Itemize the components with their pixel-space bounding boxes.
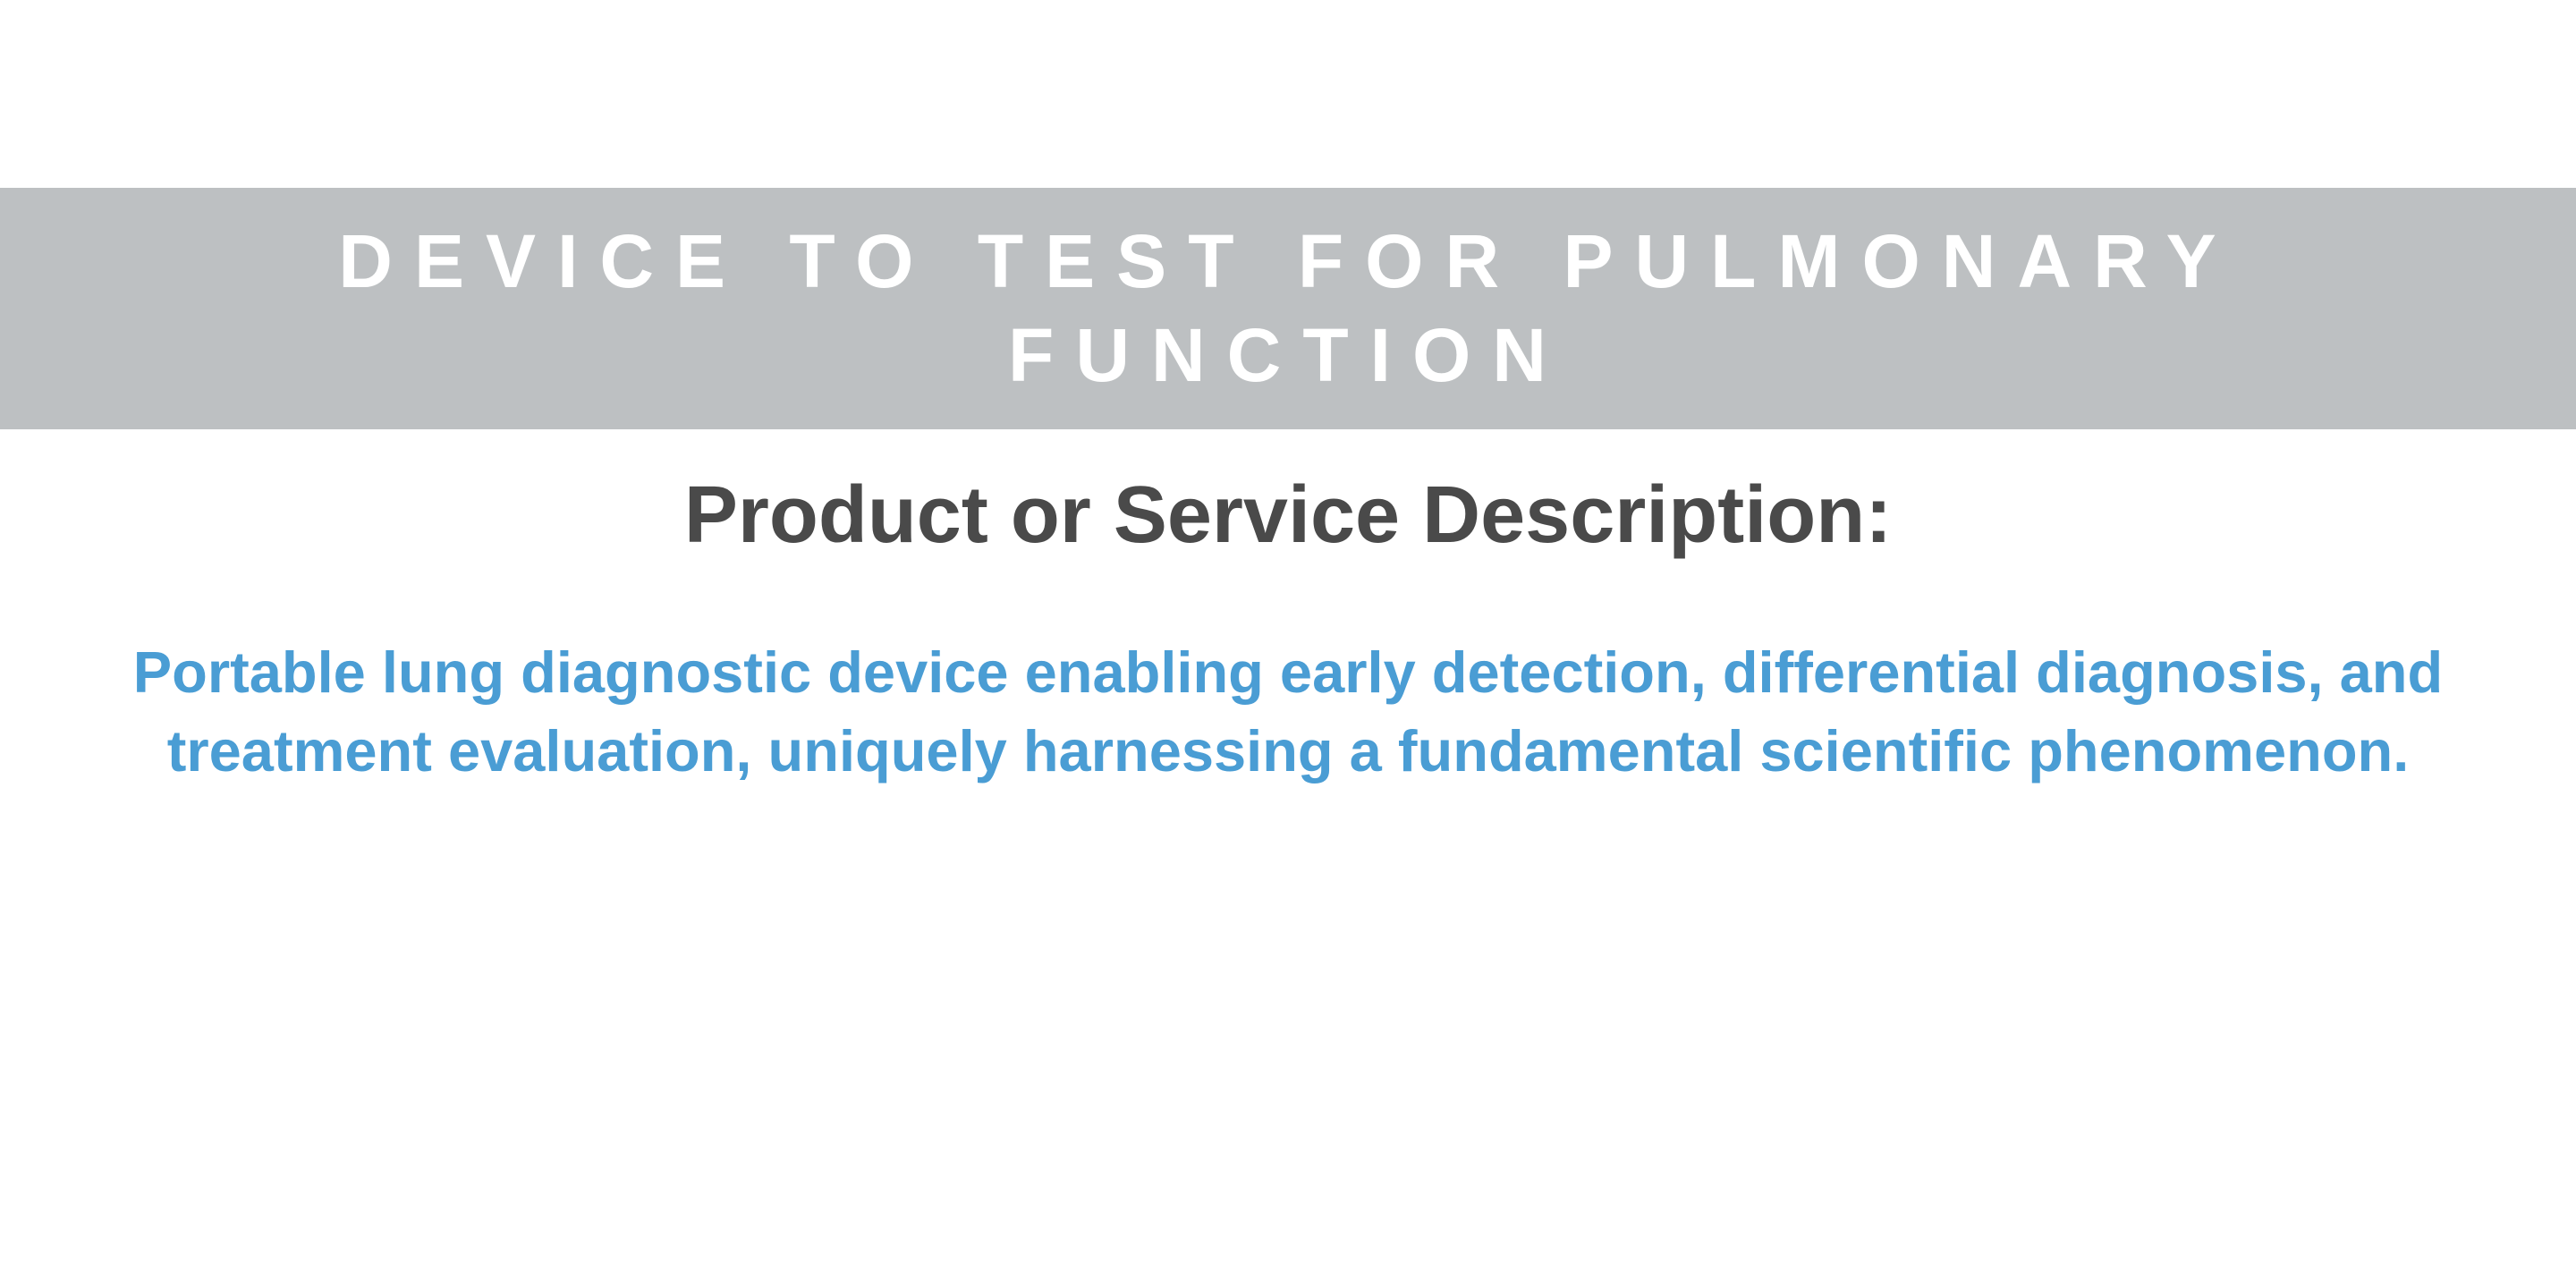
- title-text: DEVICE TO TEST FOR PULMONARY FUNCTION: [54, 215, 2522, 402]
- description: Portable lung diagnostic device enabling…: [80, 633, 2496, 791]
- subtitle: Product or Service Description:: [684, 470, 1892, 562]
- title-box: DEVICE TO TEST FOR PULMONARY FUNCTION: [0, 188, 2576, 429]
